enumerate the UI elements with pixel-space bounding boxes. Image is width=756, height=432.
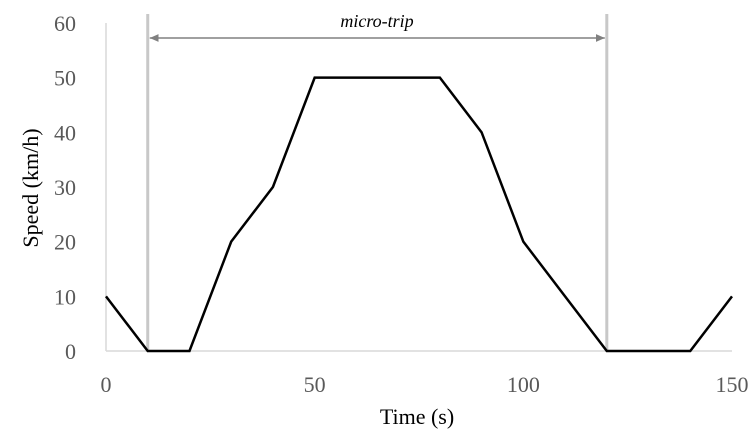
x-tick-label: 150: [716, 372, 749, 397]
y-tick-label: 60: [54, 11, 76, 36]
speed-series-line: [105, 76, 733, 353]
y-tick-label: 0: [65, 339, 76, 364]
tick-labels: 0 10 20 30 40 50 60 0 50 100 150: [54, 11, 749, 397]
y-tick-label: 50: [54, 66, 76, 91]
x-tick-label: 100: [507, 372, 540, 397]
y-tick-label: 20: [54, 230, 76, 255]
y-tick-label: 30: [54, 175, 76, 200]
y-tick-label: 40: [54, 120, 76, 145]
axes: [105, 23, 732, 352]
x-tick-label: 50: [304, 372, 326, 397]
series-layer: [105, 76, 733, 353]
micro-trip-boundaries: [146, 14, 609, 351]
micro-trip-label: micro-trip: [340, 11, 413, 31]
x-axis-title: Time (s): [380, 404, 454, 429]
y-axis-title: Speed (km/h): [18, 128, 43, 247]
x-tick-label: 0: [101, 372, 112, 397]
y-tick-label: 10: [54, 284, 76, 309]
